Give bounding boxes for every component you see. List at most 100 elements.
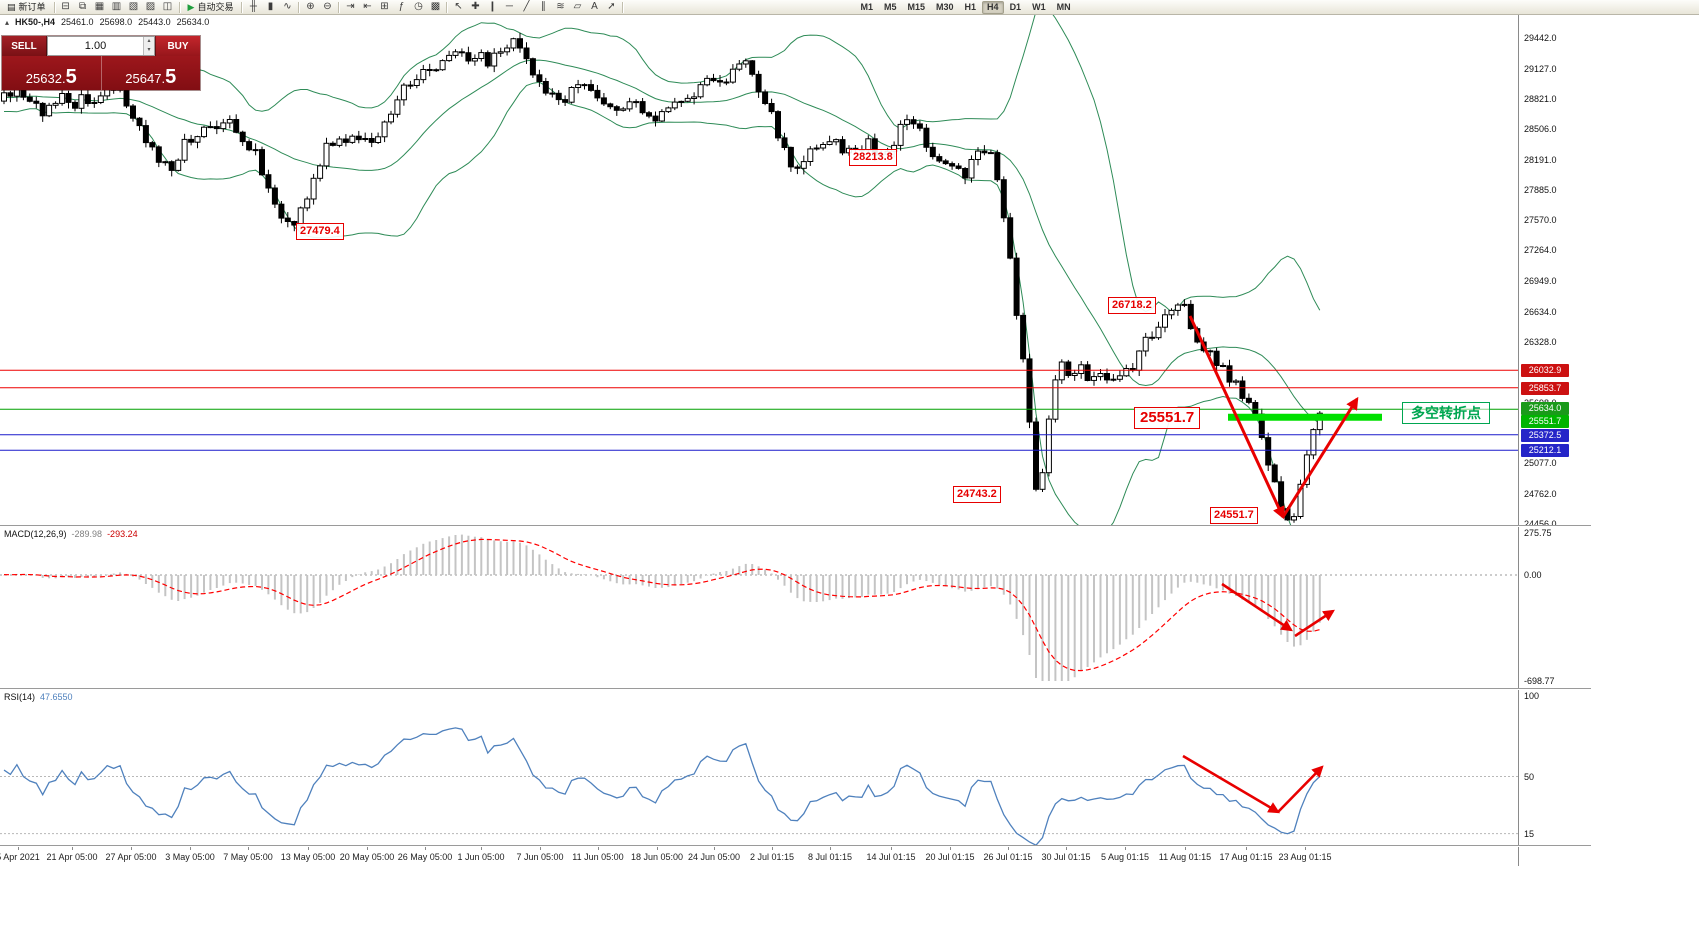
chart-shift-button[interactable]: ⇤ [359, 1, 375, 14]
vertical-line-button[interactable]: ❙ [484, 1, 500, 14]
rsi-canvas[interactable] [0, 690, 1518, 845]
price-callout-label[interactable]: 24551.7 [1210, 507, 1258, 524]
trendline-button[interactable]: ╱ [518, 1, 534, 14]
price-callout-label[interactable]: 26718.2 [1108, 297, 1156, 314]
panel-separator[interactable] [0, 525, 1591, 527]
price-axis-label: 28821.0 [1524, 94, 1557, 104]
text-button[interactable]: A [586, 1, 602, 14]
toolbar-separator [178, 1, 180, 13]
tile-windows-button[interactable]: ⊞ [376, 1, 392, 14]
time-axis-tick [540, 847, 541, 850]
volume-increase-button[interactable]: ▴ [144, 37, 154, 46]
pivot-note-label[interactable]: 多空转折点 [1402, 402, 1490, 424]
macd-panel[interactable]: MACD(12,26,9) -289.98 -293.24 275.75 0.00… [0, 527, 1591, 687]
time-axis-tick [425, 847, 426, 850]
autotrading-button[interactable]: ▶ 自动交易 [183, 1, 239, 14]
timeframe-m15[interactable]: M15 [907, 2, 926, 12]
timeframe-m5[interactable]: M5 [883, 2, 897, 12]
macd-arrows [1221, 582, 1335, 638]
ohlc-close: 25634.0 [176, 17, 210, 27]
time-axis-tick [72, 847, 73, 850]
crosshair-icon: ✚ [471, 1, 480, 12]
templates-icon: ▩ [430, 1, 441, 12]
arrow-tool-icon: ➚ [607, 1, 616, 12]
navigator-icon: ▧ [128, 1, 139, 12]
price-callout-label[interactable]: 27479.4 [296, 223, 344, 240]
timeframe-mn[interactable]: MN [1056, 2, 1071, 12]
tile-windows-icon: ⊞ [380, 1, 389, 12]
price-axis[interactable]: 29442.0 29127.0 28821.0 28506.0 28191.0 27885… [1519, 14, 1591, 529]
line-chart-button[interactable]: ∿ [279, 1, 295, 14]
time-axis-tick [950, 847, 951, 850]
price-axis-tag[interactable]: 25372.5 [1521, 429, 1569, 442]
macd-canvas[interactable] [0, 527, 1518, 687]
macd-axis-label: 0.00 [1524, 570, 1542, 580]
buy-button[interactable]: BUY [155, 36, 200, 56]
text-icon: A [591, 1, 598, 12]
fibonacci-button[interactable]: ≋ [552, 1, 568, 14]
timeframe-m1[interactable]: M1 [860, 2, 873, 12]
toolbar-spacer [626, 7, 854, 8]
volume-decrease-button[interactable]: ▾ [144, 46, 154, 55]
timeframe-h1[interactable]: H1 [964, 2, 977, 12]
rsi-panel[interactable]: RSI(14) 47.6550 100 50 15 [0, 690, 1591, 845]
price-callout-label[interactable]: 25551.7 [1134, 407, 1201, 429]
volume-value[interactable]: 1.00 [84, 40, 107, 52]
templates-button[interactable]: ▩ [427, 1, 443, 14]
price-callout-label[interactable]: 28213.8 [849, 149, 897, 166]
macd-header: MACD(12,26,9) -289.98 -293.24 [4, 529, 138, 539]
timeframe-m30[interactable]: M30 [936, 2, 954, 12]
price-axis-tag[interactable]: 26032.9 [1521, 364, 1569, 377]
volume-field[interactable]: 1.00 ▴ ▾ [47, 36, 155, 56]
zoom-in-button[interactable]: ⊕ [302, 1, 318, 14]
cursor-button[interactable]: ↖ [450, 1, 466, 14]
time-axis-label: 11 Aug 01:15 [1158, 852, 1212, 862]
price-axis-tag[interactable]: 25634.0 [1521, 402, 1569, 415]
time-axis-tick [891, 847, 892, 850]
buy-price[interactable]: 25647. 5 [102, 56, 201, 90]
channel-button[interactable]: ∥ [535, 1, 551, 14]
price-chart-panel[interactable]: ▴ HK50-,H4 25461.0 25698.0 25443.0 25634… [0, 14, 1591, 529]
time-axis-label: 20 Jul 01:15 [925, 852, 975, 862]
navigator-button[interactable]: ▧ [126, 1, 142, 14]
market-watch-button[interactable]: ▦ [92, 1, 108, 14]
panel-separator[interactable] [0, 688, 1591, 690]
toolbar-separator [338, 1, 340, 13]
time-axis-label: 5 Aug 01:15 [1100, 852, 1150, 862]
periods-button[interactable]: ◷ [410, 1, 426, 14]
time-axis[interactable]: 5 Apr 2021 21 Apr 05:00 27 Apr 05:00 3 May … [0, 847, 1591, 867]
timeframe-d1[interactable]: D1 [1009, 2, 1022, 12]
price-axis-tag[interactable]: 25551.7 [1521, 415, 1569, 428]
timeframe-w1[interactable]: W1 [1032, 2, 1046, 12]
profiles-button[interactable]: ⧉ [75, 1, 91, 14]
candlestick-chart-button[interactable]: ▮ [262, 1, 278, 14]
strategy-tester-button[interactable]: ◫ [160, 1, 176, 14]
data-window-button[interactable]: ▥ [109, 1, 125, 14]
time-axis-label: 13 May 05:00 [280, 852, 336, 862]
bar-chart-button[interactable]: ╫ [245, 1, 261, 14]
new-chart-button[interactable]: ⊟ [58, 1, 74, 14]
price-chart-canvas[interactable] [0, 14, 1518, 525]
profiles-icon: ⧉ [78, 1, 87, 12]
auto-scroll-button[interactable]: ⇥ [342, 1, 358, 14]
shapes-button[interactable]: ▱ [569, 1, 585, 14]
sell-price[interactable]: 25632. 5 [2, 56, 101, 90]
auto-scroll-icon: ⇥ [346, 1, 355, 12]
time-axis-label: 23 Aug 01:15 [1278, 852, 1332, 862]
price-axis-tag[interactable]: 25853.7 [1521, 382, 1569, 395]
indicators-button[interactable]: ƒ [393, 1, 409, 14]
arrow-tool-button[interactable]: ➚ [603, 1, 619, 14]
periods-icon: ◷ [414, 1, 423, 12]
panel-separator[interactable] [0, 845, 1591, 847]
terminal-icon: ▨ [145, 1, 156, 12]
crosshair-button[interactable]: ✚ [467, 1, 483, 14]
timeframe-h4[interactable]: H4 [982, 0, 1004, 14]
sell-button[interactable]: SELL [2, 36, 47, 56]
price-axis-tag[interactable]: 25212.1 [1521, 444, 1569, 457]
price-callout-label[interactable]: 24743.2 [953, 486, 1001, 503]
horizontal-line-button[interactable]: ─ [501, 1, 517, 14]
new-order-button[interactable]: ▤ 新订单 [2, 1, 51, 14]
zoom-out-button[interactable]: ⊖ [319, 1, 335, 14]
terminal-button[interactable]: ▨ [143, 1, 159, 14]
price-axis-label: 27264.0 [1524, 245, 1557, 255]
